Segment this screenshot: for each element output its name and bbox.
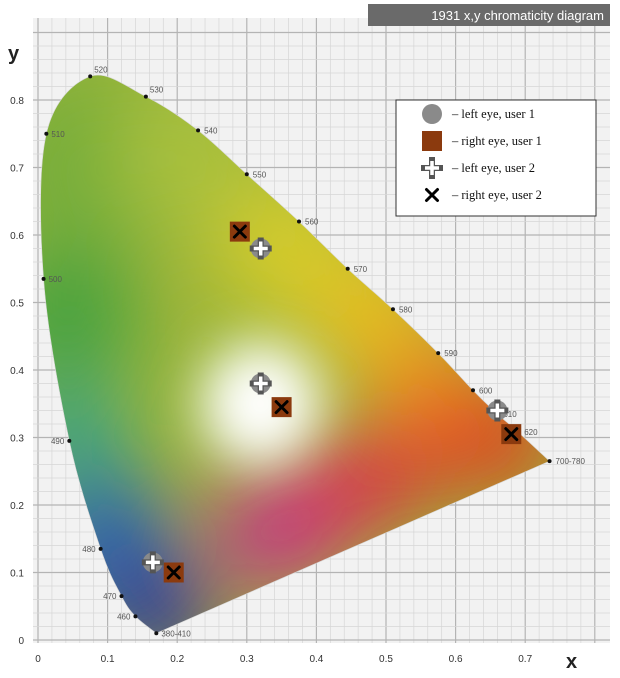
wavelength-dot <box>196 128 201 133</box>
wavelength-dot <box>436 351 441 356</box>
gamut-blob <box>40 246 136 386</box>
wavelength-label: 480 <box>82 545 96 554</box>
wavelength-label: 600 <box>479 386 493 395</box>
wavelength-dot <box>67 438 72 443</box>
x-tick-label: 0.2 <box>170 654 184 665</box>
wavelength-dot <box>547 459 552 464</box>
wavelength-dot <box>471 388 475 393</box>
y-tick-label: 0.1 <box>10 569 24 580</box>
y-tick-label: 0.2 <box>10 501 24 512</box>
wavelength-label: 580 <box>399 305 413 314</box>
spectral-locus: 380-410 460 470 480 490 500 510 520 530 540 550 560… <box>41 65 586 638</box>
gamut-blob <box>354 419 445 510</box>
wavelength-dot <box>244 172 249 177</box>
gamut-blob <box>101 558 212 634</box>
wavelength-label: 510 <box>51 130 65 139</box>
point-x <box>274 400 289 415</box>
wavelength-label: 520 <box>94 65 108 74</box>
x-tick-label: 0.6 <box>449 654 463 665</box>
point-plus <box>249 372 272 395</box>
wavelength-dot <box>297 219 301 224</box>
wavelength-label: 590 <box>444 349 458 358</box>
x-tick-label: 0.3 <box>240 654 254 665</box>
gamut-outline <box>40 74 551 634</box>
point-x <box>504 427 519 442</box>
wavelength-dot <box>88 74 93 79</box>
point-x <box>232 224 247 239</box>
wavelength-label: 380-410 <box>161 629 191 638</box>
wavelength-dot <box>390 307 395 312</box>
wavelength-label: 500 <box>49 275 63 284</box>
wavelength-label: 620 <box>524 428 538 437</box>
wavelength-label: 570 <box>354 265 368 274</box>
wavelength-label: 490 <box>51 437 65 446</box>
legend-label: – right eye, user 1 <box>451 134 542 148</box>
y-tick-label: 0.6 <box>10 231 24 242</box>
wavelength-label: 460 <box>117 612 131 621</box>
legend-label: – left eye, user 1 <box>451 107 535 121</box>
x-tick-label: 0.7 <box>518 654 532 665</box>
title-bar <box>368 4 610 26</box>
x-tick-label: 0.5 <box>379 654 393 665</box>
y-tick-label: 0 <box>18 636 24 647</box>
y-tick-label: 0.4 <box>10 366 24 377</box>
wavelength-label: 540 <box>204 126 218 135</box>
point-plus <box>486 399 509 422</box>
legend-marker-circle <box>422 104 442 124</box>
legend: – left eye, user 1 – right eye, user 1 – l… <box>395 99 597 217</box>
wavelength-label: 530 <box>150 86 164 95</box>
wavelength-label: 470 <box>103 592 117 601</box>
wavelength-dot <box>41 276 46 281</box>
data-points <box>141 221 522 583</box>
point-x <box>166 565 181 580</box>
legend-label: – left eye, user 2 <box>451 161 535 175</box>
wavelength-label: 560 <box>305 218 319 227</box>
point-plus <box>141 551 164 574</box>
y-tick-label: 0.7 <box>10 164 24 175</box>
wavelength-label: 700-780 <box>556 457 586 466</box>
white-point-glow <box>200 341 321 466</box>
wavelength-dot <box>119 594 124 599</box>
y-tick-label: 0.8 <box>10 96 24 107</box>
legend-marker-square <box>422 131 442 151</box>
point-plus <box>249 237 272 260</box>
x-tick-label: 0.4 <box>309 654 323 665</box>
y-tick-label: 0.3 <box>10 434 24 445</box>
chart-title: 1931 x,y chromaticity diagram <box>431 8 604 23</box>
wavelength-label: 550 <box>253 170 267 179</box>
legend-label: – right eye, user 2 <box>451 188 542 202</box>
y-axis-label: y <box>8 43 20 65</box>
wavelength-label: 610 <box>503 410 517 419</box>
legend-marker-plus <box>421 157 443 179</box>
wavelength-dot <box>133 614 138 619</box>
legend-marker-x <box>425 188 439 202</box>
wavelength-dot <box>98 546 103 551</box>
x-axis-label: x <box>566 651 577 673</box>
wavelength-dot <box>345 266 350 271</box>
axis-ticks: 0 0.1 0.2 0.3 0.4 0.5 0.6 0.7 0 0.1 0.2 0.3 0.4 0.5 0.… <box>10 96 532 665</box>
y-tick-label: 0.5 <box>10 299 24 310</box>
wavelength-dot <box>143 94 148 99</box>
wavelength-dot <box>44 131 49 136</box>
x-tick-label: 0.1 <box>101 654 115 665</box>
wavelength-dot <box>154 631 159 636</box>
x-tick-label: 0 <box>35 654 41 665</box>
